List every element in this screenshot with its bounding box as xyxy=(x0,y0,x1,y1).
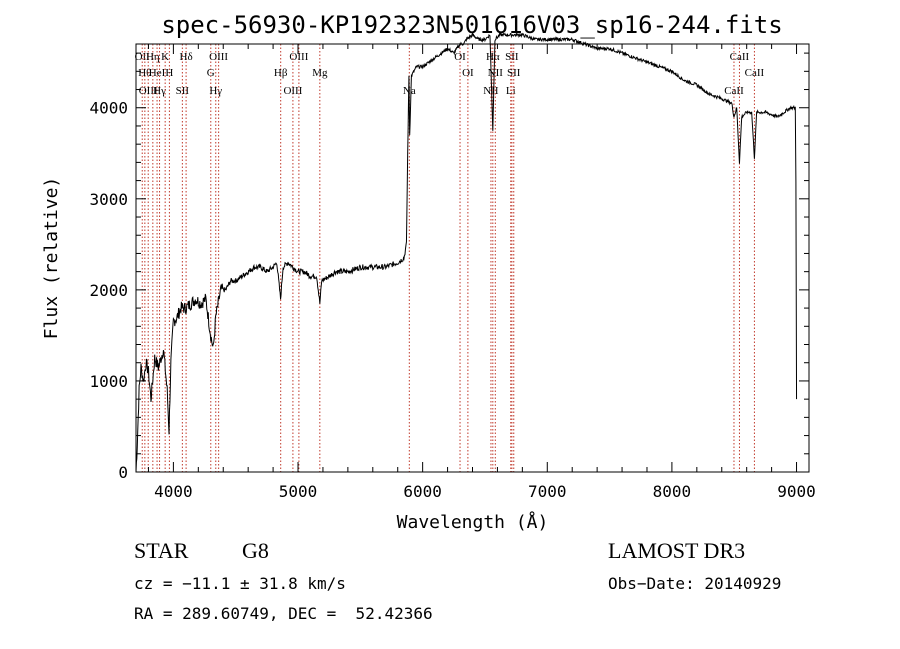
line-marker-label: CaII xyxy=(724,85,744,97)
object-class: STAR xyxy=(134,538,189,563)
y-axis-label: Flux (relative) xyxy=(41,177,62,340)
line-marker-label: K xyxy=(161,51,169,63)
y-tick-label: 2000 xyxy=(89,281,128,300)
sky-coordinates: RA = 289.60749, DEC = 52.42366 xyxy=(134,604,433,623)
line-marker-label: HeI xyxy=(149,67,166,79)
y-tick-label: 3000 xyxy=(89,190,128,209)
line-marker-label: Hγ xyxy=(153,85,166,97)
y-tick-label: 4000 xyxy=(89,99,128,118)
line-marker-label: OIII xyxy=(289,51,308,63)
x-tick-label: 6000 xyxy=(403,482,442,501)
line-marker-label: Mg xyxy=(312,67,328,79)
line-marker-label: OI xyxy=(454,51,466,63)
survey-name: LAMOST DR3 xyxy=(608,538,746,563)
line-marker-label: CaII xyxy=(730,51,750,63)
line-marker-label: Li xyxy=(506,85,516,97)
x-tick-label: 5000 xyxy=(279,482,318,501)
line-marker-label: Hβ xyxy=(274,67,288,79)
line-marker-label: NII xyxy=(488,67,504,79)
x-tick-label: 8000 xyxy=(653,482,692,501)
observation-date: Obs−Date: 20140929 xyxy=(608,574,782,593)
plot-frame xyxy=(135,43,810,473)
line-marker-label: Hα xyxy=(486,51,500,63)
line-marker-label: H xyxy=(165,67,173,79)
x-tick-label: 7000 xyxy=(528,482,567,501)
line-marker-label: Hγ xyxy=(209,85,222,97)
object-subclass: G8 xyxy=(242,538,269,563)
spectrum-line xyxy=(135,31,798,473)
line-marker-label: SII xyxy=(507,67,521,79)
x-tick-label: 9000 xyxy=(777,482,816,501)
line-marker-label: Hη xyxy=(146,51,160,63)
y-tick-label: 0 xyxy=(118,463,128,482)
line-marker-label: CaII xyxy=(745,67,765,79)
line-marker-label: Hδ xyxy=(180,51,193,63)
line-marker-label: OI xyxy=(462,67,474,79)
line-marker-label: OIII xyxy=(209,51,228,63)
line-marker-label: G xyxy=(207,67,215,79)
redshift-velocity: cz = −11.1 ± 31.8 km/s xyxy=(134,574,346,593)
x-tick-label: 4000 xyxy=(154,482,193,501)
line-marker-label: SII xyxy=(505,51,519,63)
line-marker-label: OIII xyxy=(283,85,302,97)
x-axis-label: Wavelength (Å) xyxy=(397,511,549,533)
y-tick-label: 1000 xyxy=(89,372,128,391)
line-marker-label: OII xyxy=(135,51,151,63)
line-marker-label: SII xyxy=(176,85,190,97)
